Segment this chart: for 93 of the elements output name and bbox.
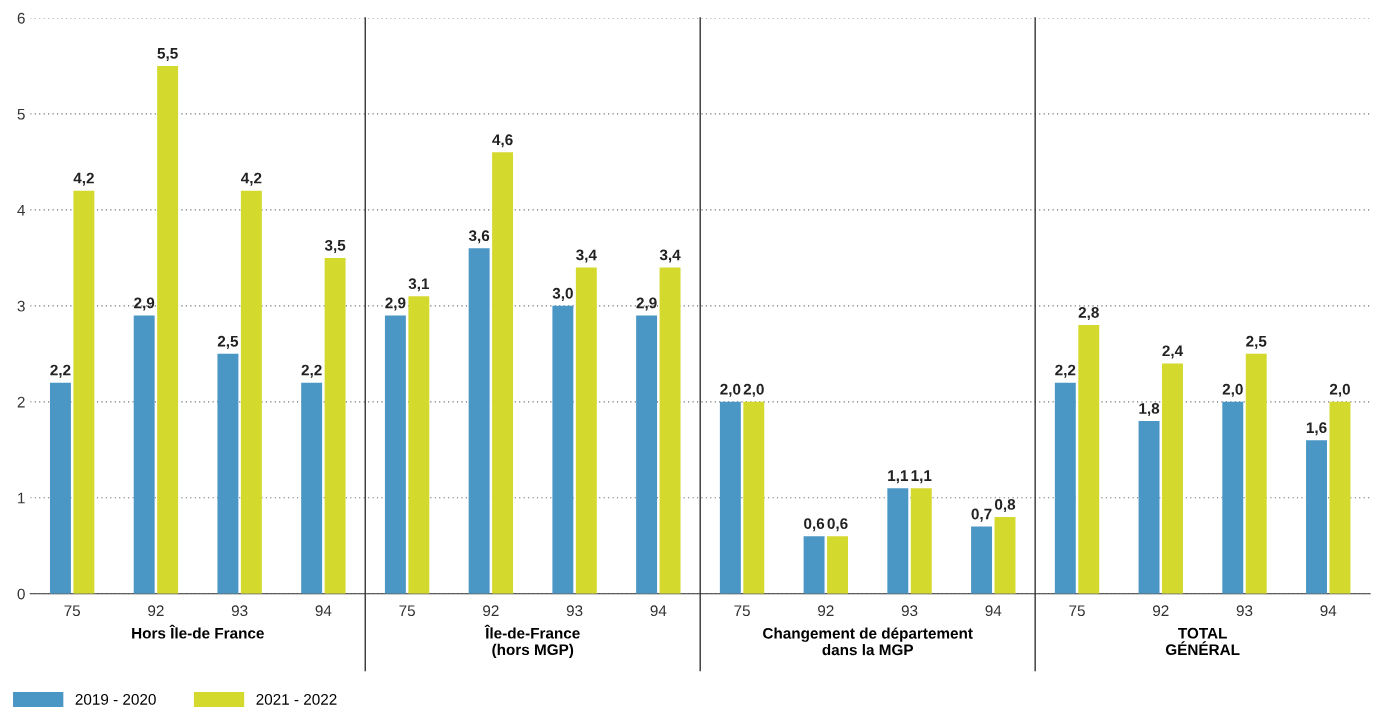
data-label: 0,7 — [971, 508, 992, 522]
y-tick-label: 5 — [17, 108, 25, 120]
y-tick-label: 6 — [17, 12, 25, 24]
bar — [408, 296, 430, 594]
bar — [384, 315, 406, 594]
bar — [1054, 382, 1076, 594]
bar — [492, 152, 514, 594]
data-label: 4,2 — [73, 172, 94, 186]
x-tick-label: 92 — [818, 605, 834, 617]
data-label: 3,0 — [552, 287, 573, 301]
x-tick-label: 94 — [1320, 605, 1337, 617]
data-label: 1,8 — [1139, 403, 1160, 417]
x-tick-label: 92 — [1152, 605, 1169, 617]
legend-label: 2019 - 2020 — [75, 694, 156, 705]
bar — [827, 536, 848, 594]
data-label: 2,8 — [1078, 307, 1099, 321]
x-tick-label: 93 — [1236, 605, 1253, 617]
x-tick-label: 93 — [231, 605, 248, 617]
bar — [468, 248, 490, 594]
bar — [994, 517, 1016, 594]
bar — [743, 401, 765, 594]
x-tick-label: 75 — [1069, 605, 1085, 617]
bar — [49, 382, 71, 594]
bar — [575, 267, 597, 594]
data-label: 2,4 — [1162, 345, 1184, 359]
x-tick-label: 93 — [566, 605, 583, 617]
data-label: 2,0 — [720, 383, 741, 397]
data-label: 2,0 — [743, 383, 764, 397]
bar — [73, 190, 95, 594]
bar — [552, 305, 574, 594]
y-tick-label: 3 — [17, 300, 25, 312]
bar — [217, 353, 239, 594]
data-label: 2,5 — [1246, 335, 1267, 349]
bar — [324, 257, 346, 594]
text: Île-de-France (hors MGP) — [484, 624, 580, 659]
data-label: 3,4 — [576, 249, 597, 263]
data-label: 2,2 — [301, 364, 322, 378]
data-label: 2,2 — [50, 364, 71, 378]
text: Changement de département dans la MGP — [763, 627, 973, 656]
data-label: 2,0 — [1329, 383, 1350, 397]
bar — [719, 401, 741, 594]
x-tick-label: 94 — [985, 605, 1002, 617]
bar — [1078, 325, 1100, 594]
data-label: 2,2 — [1055, 364, 1076, 378]
y-tick-label: 1 — [18, 492, 25, 504]
x-tick-label: 94 — [650, 605, 667, 617]
data-label: 1,1 — [888, 470, 909, 484]
data-label: 2,9 — [385, 297, 406, 311]
y-tick-label: 2 — [17, 396, 25, 408]
bar — [1162, 363, 1183, 594]
data-label: 4,2 — [240, 172, 262, 186]
bar — [910, 488, 932, 594]
bar — [636, 315, 658, 594]
data-label: 3,6 — [468, 230, 490, 244]
legend-label: 2021 - 2022 — [256, 694, 337, 705]
data-label: 2,0 — [1222, 383, 1243, 397]
x-tick-label: 94 — [315, 605, 332, 617]
bar — [1245, 353, 1267, 594]
data-label: 4,6 — [492, 134, 513, 148]
data-label: 1,6 — [1306, 422, 1327, 436]
data-label: 3,1 — [408, 278, 430, 292]
text: Hors Île-de France — [132, 624, 264, 639]
x-tick-label: 75 — [64, 605, 81, 617]
data-label: 3,5 — [324, 239, 346, 253]
bar — [803, 536, 825, 594]
bar — [1138, 421, 1160, 594]
bar — [659, 267, 681, 594]
data-label: 2,9 — [134, 297, 155, 311]
data-label: 2,9 — [636, 297, 657, 311]
data-label: 0,6 — [804, 518, 825, 532]
bar — [133, 315, 155, 594]
x-tick-label: 75 — [734, 605, 750, 617]
bar — [301, 382, 323, 594]
bar — [1222, 401, 1244, 594]
x-tick-label: 92 — [483, 605, 499, 617]
bar — [1329, 401, 1351, 594]
bar — [887, 488, 909, 594]
x-tick-label: 75 — [399, 605, 415, 617]
y-tick-label: 0 — [17, 588, 25, 600]
x-tick-label: 92 — [148, 605, 164, 617]
text: TOTAL GÉNÉRAL — [1165, 627, 1240, 656]
data-label: 5,5 — [157, 48, 178, 61]
bar — [971, 526, 993, 594]
y-tick-label: 4 — [17, 204, 25, 216]
data-label: 2,5 — [217, 335, 239, 349]
data-label: 3,4 — [659, 249, 681, 263]
data-label: 0,8 — [995, 499, 1016, 513]
data-label: 0,6 — [827, 518, 848, 532]
data-label: 1,1 — [911, 470, 932, 484]
x-tick-label: 93 — [901, 605, 918, 617]
bar — [240, 190, 262, 594]
bar — [157, 65, 179, 594]
bar — [1306, 440, 1327, 594]
